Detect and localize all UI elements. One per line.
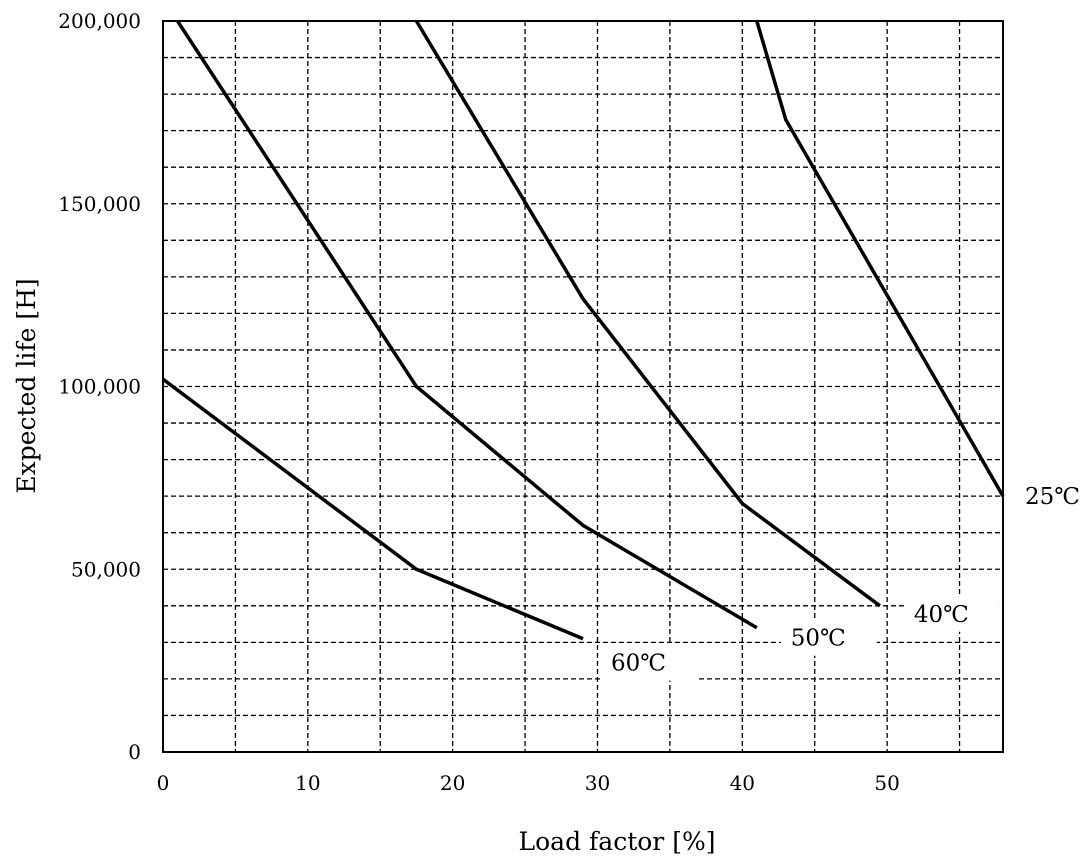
- x-tick-label: 0: [157, 771, 170, 795]
- series-label-background: [601, 644, 697, 681]
- y-tick-label: 50,000: [71, 557, 141, 581]
- x-tick-label: 50: [874, 771, 899, 795]
- series-line: [161, 377, 584, 641]
- x-tick-label: 40: [730, 771, 755, 795]
- series-label: 25℃: [1025, 484, 1080, 510]
- series-label-background: [903, 595, 1000, 632]
- y-tick-label: 200,000: [58, 9, 141, 33]
- y-tick-label: 150,000: [58, 192, 141, 216]
- x-tick-label: 30: [585, 771, 610, 795]
- y-tick-label: 0: [128, 740, 141, 764]
- series-label-background: [780, 619, 877, 656]
- series-label: 60℃: [611, 651, 666, 677]
- y-tick-label: 100,000: [58, 375, 141, 399]
- x-tick-label: 10: [295, 771, 320, 795]
- y-axis-title: Expected life [H]: [12, 278, 41, 493]
- series-line: [176, 20, 758, 630]
- x-axis-tick-labels: 0 10 20 30 40 50: [157, 771, 900, 795]
- series-label: 50℃: [791, 626, 846, 652]
- x-axis-title: Load factor [%]: [519, 827, 716, 856]
- series-label: 40℃: [914, 602, 969, 628]
- series-label-layer: 25℃ 40℃ 50℃ 60℃: [601, 484, 1080, 681]
- plot-area-frame: [162, 20, 1004, 753]
- series-line: [755, 20, 1005, 497]
- series-layer: [161, 20, 1005, 641]
- series-line: [414, 20, 881, 608]
- y-axis-tick-labels: 0 50,000 100,000 150,000 200,000: [58, 9, 141, 764]
- x-tick-label: 20: [440, 771, 465, 795]
